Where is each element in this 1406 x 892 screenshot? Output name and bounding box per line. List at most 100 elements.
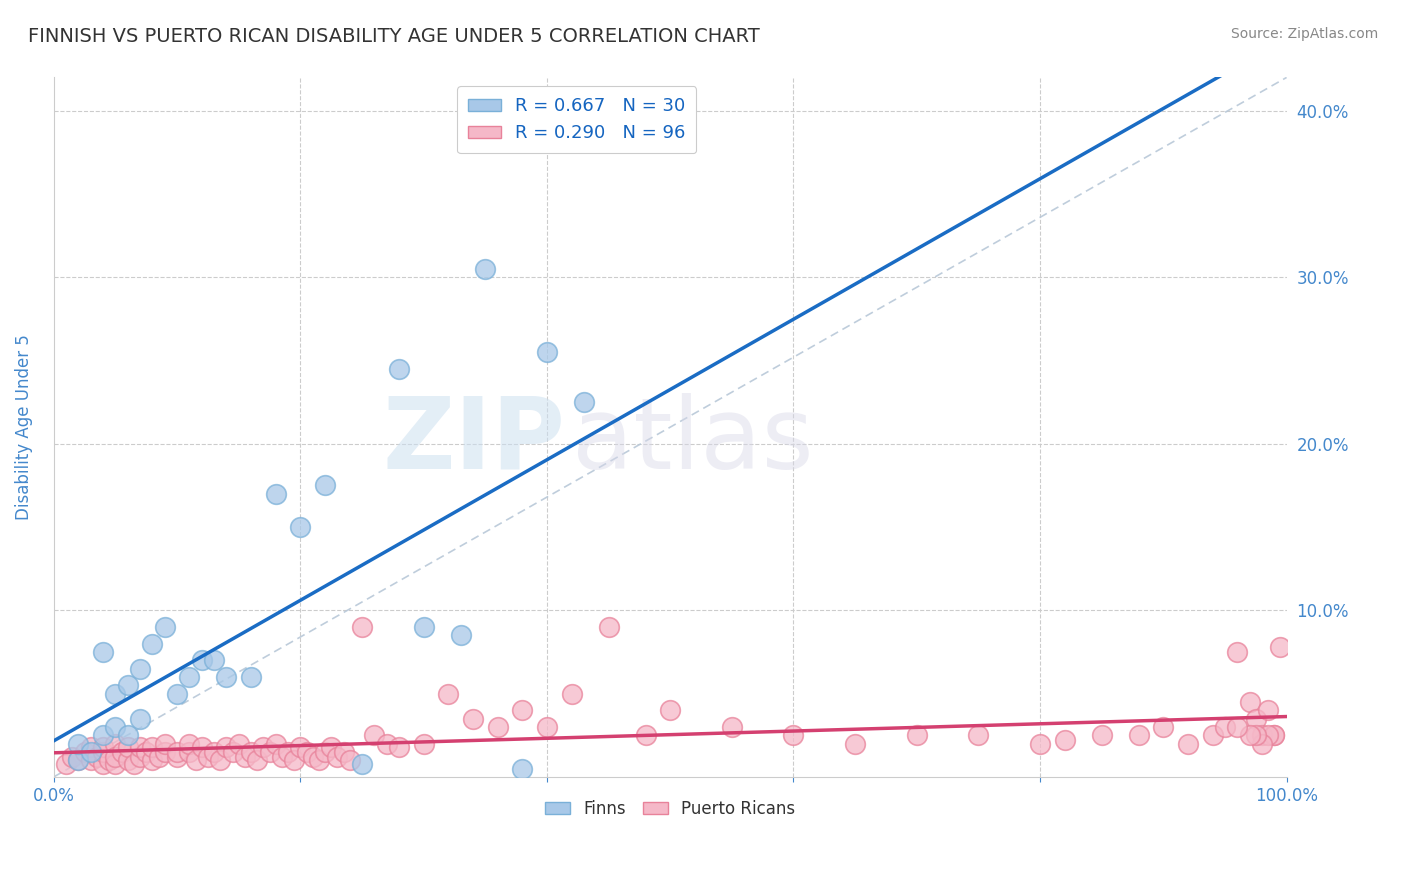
Point xyxy=(91,739,114,754)
Point xyxy=(129,739,152,754)
Point xyxy=(1257,703,1279,717)
Point xyxy=(295,745,318,759)
Point xyxy=(350,756,373,771)
Point xyxy=(1239,695,1261,709)
Point xyxy=(202,745,225,759)
Point xyxy=(111,745,134,759)
Point xyxy=(202,653,225,667)
Point xyxy=(321,739,343,754)
Point xyxy=(129,750,152,764)
Point xyxy=(721,720,744,734)
Point xyxy=(60,750,83,764)
Point xyxy=(104,720,127,734)
Point xyxy=(246,753,269,767)
Point xyxy=(86,750,108,764)
Point xyxy=(166,750,188,764)
Point xyxy=(153,745,176,759)
Point xyxy=(129,662,152,676)
Point xyxy=(228,737,250,751)
Point xyxy=(73,745,96,759)
Point xyxy=(510,703,533,717)
Point xyxy=(536,345,558,359)
Point xyxy=(104,737,127,751)
Point xyxy=(290,520,312,534)
Point xyxy=(314,745,336,759)
Point xyxy=(141,637,163,651)
Point xyxy=(80,745,103,759)
Point xyxy=(1244,728,1267,742)
Point xyxy=(301,750,323,764)
Point xyxy=(197,750,219,764)
Point xyxy=(166,745,188,759)
Point xyxy=(388,362,411,376)
Point xyxy=(264,737,287,751)
Point xyxy=(141,739,163,754)
Point xyxy=(1177,737,1199,751)
Text: ZIP: ZIP xyxy=(382,392,565,490)
Point xyxy=(1201,728,1223,742)
Point xyxy=(240,670,263,684)
Point xyxy=(486,720,509,734)
Point xyxy=(233,750,256,764)
Point xyxy=(270,750,292,764)
Point xyxy=(844,737,866,751)
Point xyxy=(1263,728,1285,742)
Point xyxy=(55,756,77,771)
Point xyxy=(209,753,232,767)
Text: Source: ZipAtlas.com: Source: ZipAtlas.com xyxy=(1230,27,1378,41)
Point xyxy=(1152,720,1174,734)
Point xyxy=(67,737,90,751)
Point xyxy=(184,753,207,767)
Point xyxy=(80,739,103,754)
Point xyxy=(129,712,152,726)
Point xyxy=(277,745,299,759)
Point xyxy=(1263,728,1285,742)
Point xyxy=(141,753,163,767)
Point xyxy=(363,728,385,742)
Point xyxy=(437,687,460,701)
Point xyxy=(450,628,472,642)
Point xyxy=(191,653,214,667)
Point xyxy=(67,753,90,767)
Point xyxy=(634,728,657,742)
Point xyxy=(388,739,411,754)
Point xyxy=(659,703,682,717)
Point xyxy=(536,720,558,734)
Point xyxy=(1251,737,1274,751)
Point xyxy=(1226,645,1249,659)
Point xyxy=(91,645,114,659)
Point xyxy=(1270,640,1292,654)
Point xyxy=(1213,720,1236,734)
Point xyxy=(122,756,145,771)
Point xyxy=(179,745,201,759)
Point xyxy=(572,395,595,409)
Point xyxy=(153,737,176,751)
Text: atlas: atlas xyxy=(572,392,813,490)
Point xyxy=(474,262,496,277)
Point xyxy=(967,728,990,742)
Point xyxy=(252,739,274,754)
Point xyxy=(412,737,434,751)
Point xyxy=(782,728,804,742)
Point xyxy=(283,753,305,767)
Point xyxy=(259,745,281,759)
Point xyxy=(179,670,201,684)
Point xyxy=(153,620,176,634)
Point xyxy=(308,753,330,767)
Point xyxy=(412,620,434,634)
Point xyxy=(117,678,139,692)
Point xyxy=(1128,728,1150,742)
Point xyxy=(166,687,188,701)
Point xyxy=(1029,737,1052,751)
Point xyxy=(104,750,127,764)
Point xyxy=(104,756,127,771)
Point xyxy=(80,753,103,767)
Point xyxy=(104,687,127,701)
Point xyxy=(67,753,90,767)
Point xyxy=(561,687,583,701)
Point xyxy=(1091,728,1114,742)
Point xyxy=(510,762,533,776)
Point xyxy=(326,750,349,764)
Point xyxy=(135,745,157,759)
Point xyxy=(1226,720,1249,734)
